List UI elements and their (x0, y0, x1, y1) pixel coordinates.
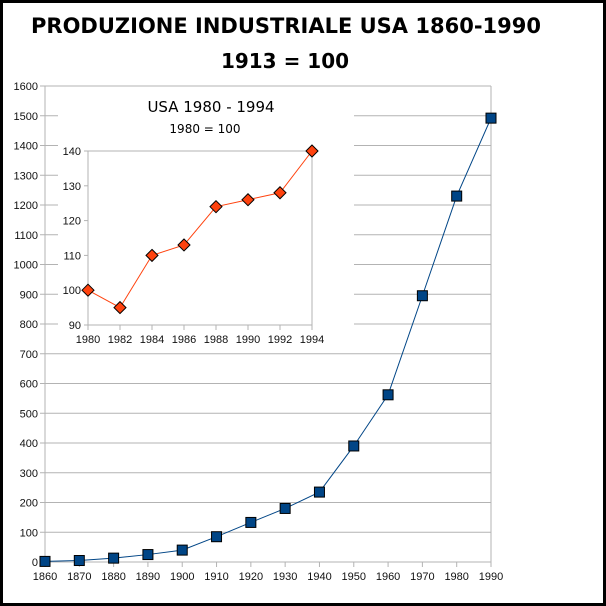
x-tick-label: 1994 (300, 334, 324, 346)
y-tick-label: 300 (20, 468, 38, 480)
y-tick-label: 100 (63, 285, 81, 297)
y-tick-label: 90 (69, 320, 81, 332)
chart-subtitle: 1913 = 100 (221, 49, 349, 73)
y-tick-label: 130 (63, 181, 81, 193)
x-tick-label: 1950 (342, 571, 366, 583)
y-tick-label: 700 (20, 349, 38, 361)
data-point-square (485, 112, 497, 124)
chart-title: PRODUZIONE INDUSTRIALE USA 1860-1990 (31, 14, 541, 38)
x-tick-label: 1890 (136, 571, 160, 583)
data-point-square (451, 190, 463, 202)
y-tick-label: 100 (20, 527, 38, 539)
data-point-diamond (305, 144, 319, 158)
x-tick-label: 1910 (204, 571, 228, 583)
x-tick-label: 1990 (479, 571, 503, 583)
y-tick-label: 1500 (14, 111, 38, 123)
y-tick-label: 1300 (14, 170, 38, 182)
inset-background (58, 90, 354, 352)
y-tick-label: 1100 (14, 230, 38, 242)
y-tick-label: 0 (32, 557, 38, 569)
y-tick-label: 800 (20, 319, 38, 331)
data-point-square (348, 440, 360, 452)
x-tick-label: 1992 (268, 334, 292, 346)
data-point-square (416, 290, 428, 302)
data-point-diamond (177, 238, 191, 252)
y-tick-label: 110 (63, 250, 81, 262)
x-tick-label: 1970 (410, 571, 434, 583)
y-tick-label: 900 (20, 289, 38, 301)
data-point-square (142, 549, 154, 561)
chart-container: PRODUZIONE INDUSTRIALE USA 1860-1990 191… (3, 3, 603, 603)
inset-subtitle: 1980 = 100 (169, 122, 240, 136)
x-tick-label: 1930 (273, 571, 297, 583)
data-point-diamond (81, 283, 95, 297)
data-point-diamond (113, 300, 127, 315)
x-tick-label: 1870 (67, 571, 91, 583)
data-point-square (211, 531, 223, 543)
data-point-square (39, 555, 51, 567)
y-tick-label: 140 (63, 146, 81, 158)
x-tick-label: 1990 (236, 334, 260, 346)
data-point-square (73, 555, 85, 567)
x-tick-label: 1880 (101, 571, 125, 583)
x-tick-label: 1900 (170, 571, 194, 583)
data-point-diamond (145, 248, 159, 263)
data-point-square (108, 552, 120, 564)
inset-title: USA 1980 - 1994 (147, 98, 274, 116)
x-tick-label: 1860 (33, 571, 57, 583)
y-tick-label: 400 (20, 438, 38, 450)
x-tick-label: 1984 (140, 334, 164, 346)
data-point-diamond (273, 186, 287, 200)
data-point-square (279, 502, 291, 514)
y-tick-label: 1600 (14, 81, 38, 93)
x-tick-label: 1986 (172, 334, 196, 346)
x-tick-label: 1920 (239, 571, 263, 583)
data-point-square (382, 389, 394, 401)
x-tick-label: 1988 (204, 334, 228, 346)
data-point-square (176, 544, 188, 556)
y-tick-label: 500 (20, 408, 38, 420)
x-tick-label: 1980 (444, 571, 468, 583)
y-tick-label: 1400 (14, 141, 38, 153)
plot-frame (87, 150, 313, 326)
series-line (44, 117, 492, 562)
y-tick-label: 120 (63, 216, 81, 228)
data-point-diamond (241, 193, 255, 207)
chart-svg: PRODUZIONE INDUSTRIALE USA 1860-1990 191… (14, 14, 541, 583)
data-point-diamond (209, 199, 223, 214)
y-tick-label: 1200 (14, 200, 38, 212)
y-tick-label: 600 (20, 379, 38, 391)
x-tick-label: 1940 (307, 571, 331, 583)
x-tick-label: 1960 (376, 571, 400, 583)
x-tick-label: 1980 (76, 334, 100, 346)
y-tick-label: 1000 (14, 260, 38, 272)
y-tick-label: 200 (20, 498, 38, 510)
data-point-square (245, 516, 257, 528)
x-tick-label: 1982 (108, 334, 132, 346)
data-point-square (313, 486, 325, 498)
